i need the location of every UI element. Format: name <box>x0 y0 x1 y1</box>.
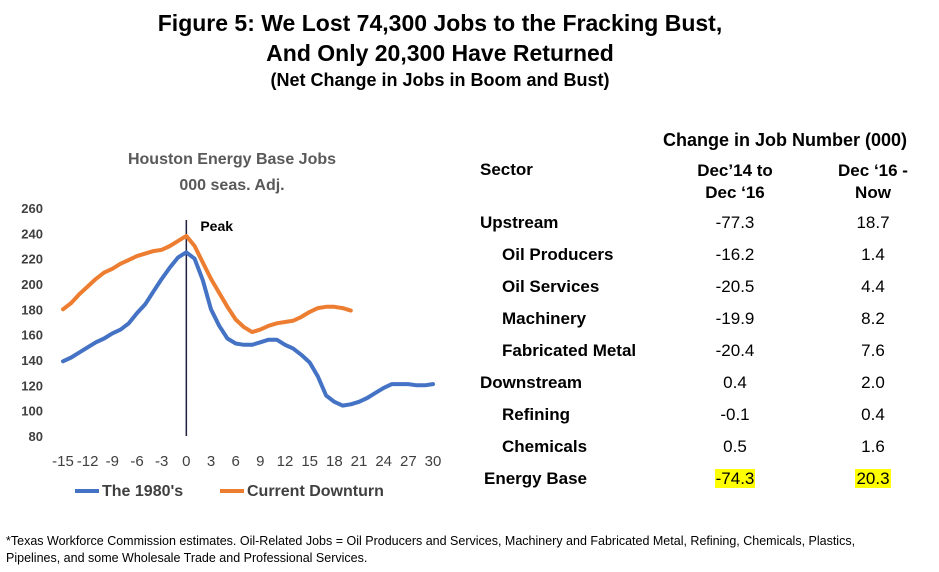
table-total-dec14-dec16-value: -74.3 <box>714 469 756 488</box>
x-tick-label: 9 <box>256 453 264 470</box>
table-cell-dec14-dec16: -19.9 <box>715 309 755 328</box>
table-row-sector: Fabricated Metal <box>502 341 637 360</box>
figure-title-line2: And Only 20,300 Have Returned <box>266 40 614 66</box>
line-chart: Houston Energy Base Jobs 000 seas. Adj. 80… <box>21 151 442 500</box>
table-row-sector: Refining <box>502 405 570 424</box>
table-header-col-a: Dec’14 to Dec ‘16 <box>680 160 790 204</box>
table-cell-dec14-dec16: 0.5 <box>723 437 747 456</box>
y-tick-label: 100 <box>21 404 43 419</box>
table-cell-dec14-dec16: -20.5 <box>715 277 755 296</box>
table-total-sector: Energy Base <box>484 469 587 488</box>
table-header-col-b-line2: Now <box>855 183 891 202</box>
table-cell-dec16-now: 18.7 <box>856 213 890 232</box>
x-tick-label: 6 <box>231 453 239 470</box>
chart-subtitle: 000 seas. Adj. <box>179 177 284 194</box>
table-cell-dec16-now: 7.6 <box>861 341 885 360</box>
table-cell-dec16-now: 4.4 <box>861 277 885 296</box>
table-cell-dec16-now: 0.4 <box>861 405 885 424</box>
table-cell-dec14-dec16: -16.2 <box>715 245 755 264</box>
figure-title-line1: Figure 5: We Lost 74,300 Jobs to the Fra… <box>157 10 723 36</box>
table-row-sector: Oil Producers <box>502 245 614 264</box>
x-tick-label: -3 <box>155 453 168 470</box>
x-tick-label: 18 <box>326 453 343 470</box>
table-header-col-b-line1: Dec ‘16 - <box>838 161 908 180</box>
peak-annotation: Peak <box>200 218 233 234</box>
series-line-the-1980s <box>61 250 435 408</box>
table-total-dec14-dec16: -74.3 <box>680 469 790 489</box>
table-total-dec16-now: 20.3 <box>818 469 928 489</box>
table-cell-dec14-dec16: -77.3 <box>715 213 755 232</box>
table-cell-dec14-dec16: -20.4 <box>715 341 755 360</box>
x-tick-label: 12 <box>277 453 294 470</box>
footnote: *Texas Workforce Commission estimates. O… <box>6 533 936 567</box>
x-tick-label: -12 <box>77 453 99 470</box>
y-tick-label: 220 <box>21 252 43 267</box>
table-row-sector: Upstream <box>480 213 559 232</box>
footnote-line1: *Texas Workforce Commission estimates. O… <box>6 534 856 548</box>
x-tick-label: 27 <box>400 453 417 470</box>
table-row-sector: Machinery <box>502 309 587 328</box>
x-tick-label: -9 <box>106 453 119 470</box>
table-header-col-b: Dec ‘16 - Now <box>818 160 928 204</box>
table-cell-dec16-now: 8.2 <box>861 309 885 328</box>
table-header-col-a-line2: Dec ‘16 <box>705 183 765 202</box>
x-tick-label: 30 <box>425 453 442 470</box>
footnote-line2: Pipelines, and some Wholesale Trade and … <box>6 551 368 565</box>
y-tick-label: 80 <box>29 429 43 444</box>
legend-label: Current Downturn <box>247 483 384 500</box>
x-tick-label: -6 <box>130 453 143 470</box>
y-tick-label: 240 <box>21 226 43 241</box>
y-tick-label: 160 <box>21 328 43 343</box>
y-tick-label: 140 <box>21 353 43 368</box>
x-tick-label: 15 <box>301 453 318 470</box>
chart-title: Houston Energy Base Jobs <box>128 151 336 168</box>
series-line-current-downturn <box>61 233 353 335</box>
table-header-sector: Sector <box>480 160 533 179</box>
x-tick-label: 0 <box>182 453 190 470</box>
y-tick-label: 260 <box>21 201 43 216</box>
table-header-title: Change in Job Number (000) <box>663 130 908 150</box>
table-row-sector: Downstream <box>480 373 583 392</box>
table-cell-dec16-now: 1.4 <box>861 245 885 264</box>
figure-subtitle: (Net Change in Jobs in Boom and Bust) <box>270 70 610 90</box>
table-header-col-a-line1: Dec’14 to <box>697 161 773 180</box>
y-tick-label: 180 <box>21 302 43 317</box>
table-cell-dec16-now: 2.0 <box>861 373 885 392</box>
table-row-sector: Oil Services <box>502 277 600 296</box>
table-cell-dec14-dec16: 0.4 <box>723 373 747 392</box>
table-cell-dec14-dec16: -0.1 <box>720 405 750 424</box>
x-tick-label: 3 <box>207 453 215 470</box>
table-row-sector: Chemicals <box>502 437 588 456</box>
y-tick-label: 200 <box>21 277 43 292</box>
legend-label: The 1980's <box>102 483 183 500</box>
table-total-dec16-now-value: 20.3 <box>855 469 891 488</box>
table-cell-dec16-now: 1.6 <box>861 437 885 456</box>
x-tick-label: 24 <box>375 453 392 470</box>
x-tick-label: -15 <box>52 453 74 470</box>
y-tick-label: 120 <box>21 378 43 393</box>
x-tick-label: 21 <box>351 453 368 470</box>
